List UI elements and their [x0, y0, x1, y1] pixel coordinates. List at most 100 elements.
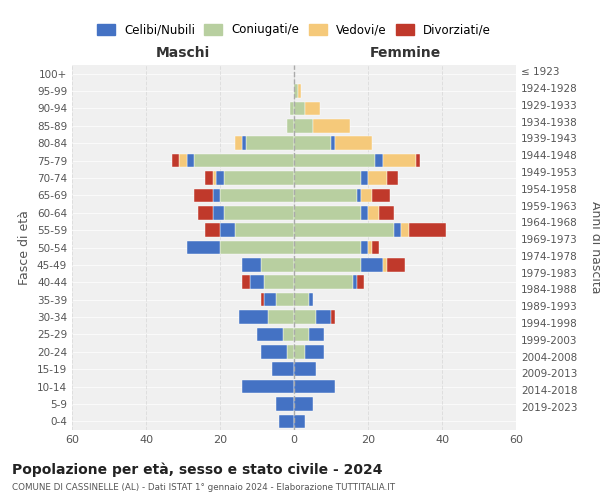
Bar [242, 136, 246, 150]
Bar [294, 102, 305, 115]
Bar [294, 206, 361, 220]
Bar [246, 136, 294, 150]
Bar [294, 293, 309, 306]
Bar [294, 380, 335, 394]
Bar [372, 240, 379, 254]
Bar [220, 240, 294, 254]
Bar [331, 310, 335, 324]
Bar [294, 84, 298, 98]
Bar [313, 119, 349, 132]
Bar [261, 345, 287, 358]
Bar [298, 84, 301, 98]
Bar [268, 310, 294, 324]
Bar [212, 188, 220, 202]
Bar [220, 188, 294, 202]
Bar [294, 171, 361, 185]
Bar [386, 171, 398, 185]
Bar [361, 171, 368, 185]
Bar [220, 224, 235, 237]
Bar [305, 345, 323, 358]
Text: Femmine: Femmine [370, 46, 440, 60]
Bar [290, 102, 294, 115]
Bar [361, 258, 383, 272]
Bar [305, 102, 320, 115]
Bar [294, 362, 316, 376]
Bar [376, 154, 383, 168]
Y-axis label: Anni di nascita: Anni di nascita [589, 201, 600, 294]
Bar [416, 154, 420, 168]
Bar [283, 328, 294, 341]
Bar [279, 414, 294, 428]
Text: Maschi: Maschi [156, 46, 210, 60]
Bar [287, 119, 294, 132]
Bar [275, 397, 294, 410]
Bar [394, 224, 401, 237]
Bar [287, 345, 294, 358]
Bar [353, 276, 357, 289]
Bar [260, 258, 294, 272]
Bar [250, 276, 265, 289]
Bar [205, 224, 220, 237]
Bar [187, 154, 194, 168]
Bar [194, 154, 294, 168]
Bar [294, 345, 305, 358]
Y-axis label: Fasce di età: Fasce di età [19, 210, 31, 285]
Bar [235, 136, 242, 150]
Text: Popolazione per età, sesso e stato civile - 2024: Popolazione per età, sesso e stato civil… [12, 462, 383, 477]
Bar [294, 188, 357, 202]
Bar [294, 258, 361, 272]
Bar [409, 224, 446, 237]
Bar [368, 171, 386, 185]
Bar [272, 362, 294, 376]
Bar [294, 119, 313, 132]
Bar [179, 154, 187, 168]
Bar [172, 154, 179, 168]
Bar [316, 310, 331, 324]
Bar [260, 293, 265, 306]
Bar [309, 293, 313, 306]
Bar [224, 171, 294, 185]
Bar [294, 224, 394, 237]
Bar [242, 380, 294, 394]
Bar [386, 258, 405, 272]
Bar [294, 397, 313, 410]
Bar [372, 188, 390, 202]
Bar [368, 206, 379, 220]
Bar [212, 171, 217, 185]
Bar [235, 224, 294, 237]
Bar [361, 188, 372, 202]
Bar [361, 206, 368, 220]
Bar [275, 293, 294, 306]
Bar [309, 328, 323, 341]
Bar [357, 188, 361, 202]
Bar [361, 240, 368, 254]
Bar [383, 154, 416, 168]
Bar [379, 206, 394, 220]
Legend: Celibi/Nubili, Coniugati/e, Vedovi/e, Divorziati/e: Celibi/Nubili, Coniugati/e, Vedovi/e, Di… [93, 20, 495, 40]
Bar [294, 136, 331, 150]
Bar [294, 310, 316, 324]
Bar [239, 310, 268, 324]
Bar [205, 171, 212, 185]
Bar [212, 206, 224, 220]
Bar [368, 240, 372, 254]
Bar [224, 206, 294, 220]
Bar [401, 224, 409, 237]
Bar [294, 154, 376, 168]
Bar [216, 171, 224, 185]
Bar [257, 328, 283, 341]
Text: COMUNE DI CASSINELLE (AL) - Dati ISTAT 1° gennaio 2024 - Elaborazione TUTTITALIA: COMUNE DI CASSINELLE (AL) - Dati ISTAT 1… [12, 484, 395, 492]
Bar [357, 276, 364, 289]
Bar [194, 188, 212, 202]
Bar [331, 136, 335, 150]
Bar [294, 328, 309, 341]
Bar [265, 293, 275, 306]
Bar [265, 276, 294, 289]
Bar [187, 240, 220, 254]
Bar [294, 240, 361, 254]
Bar [294, 414, 305, 428]
Bar [383, 258, 386, 272]
Bar [294, 276, 353, 289]
Bar [242, 258, 260, 272]
Bar [335, 136, 372, 150]
